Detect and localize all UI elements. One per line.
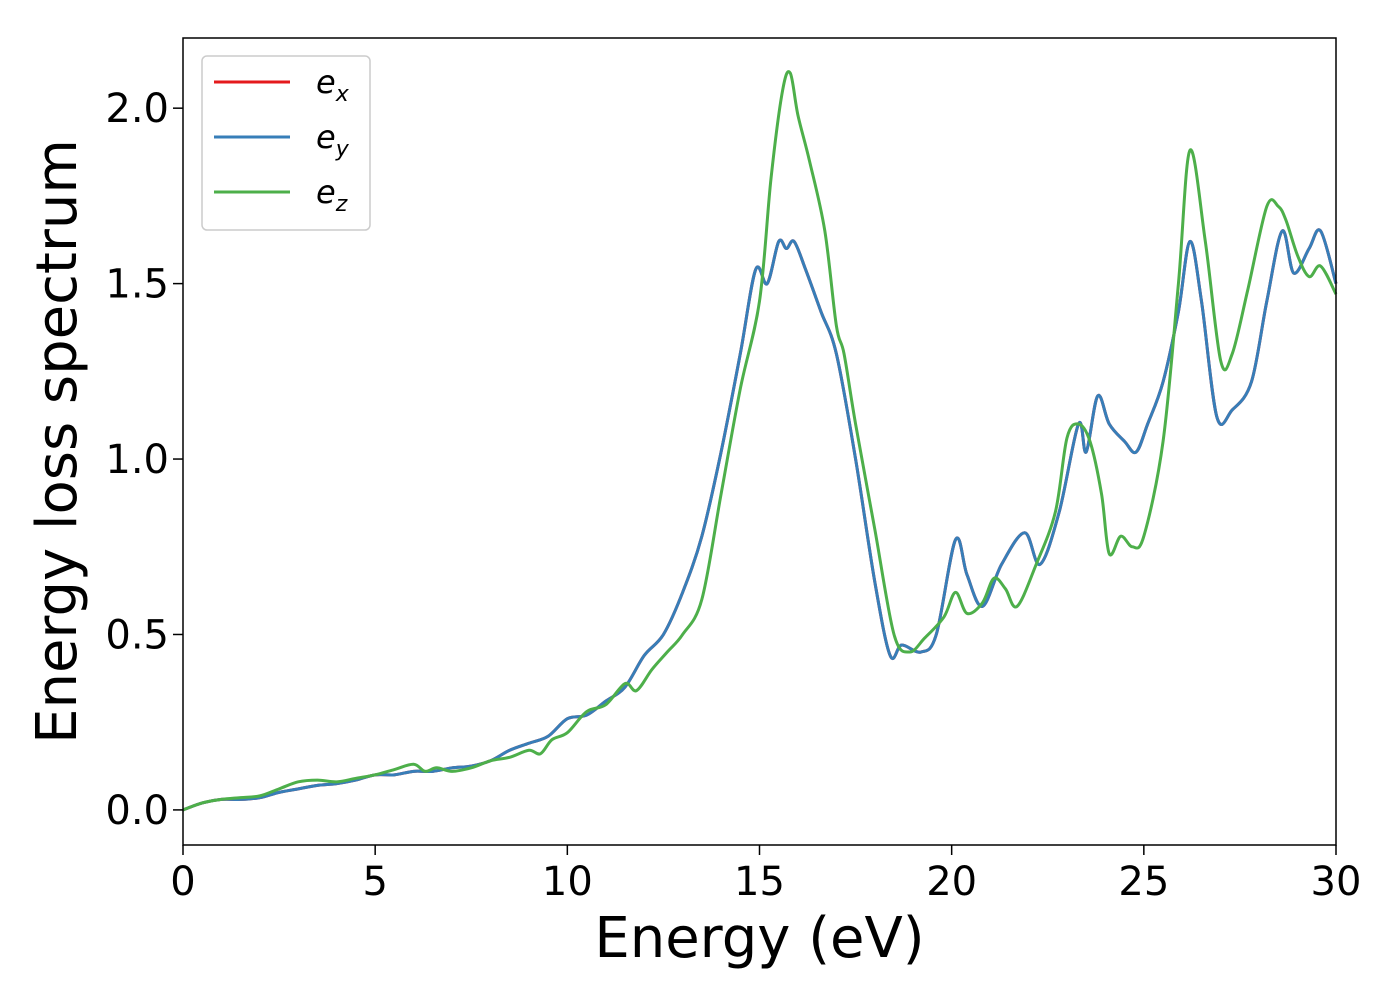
- y-tick-label: 0.0: [105, 788, 169, 834]
- y-axis-title: Energy loss spectrum: [25, 139, 90, 744]
- x-tick-label: 30: [1311, 859, 1362, 905]
- x-tick-label: 25: [1118, 859, 1169, 905]
- legend-label-x: ex: [316, 63, 350, 107]
- legend-subscript-x: x: [335, 82, 350, 107]
- y-tick-label: 0.5: [105, 612, 169, 658]
- x-tick-label: 20: [926, 859, 977, 905]
- y-axis-ticks: 0.0 0.5 1.0 1.5 2.0: [105, 86, 183, 834]
- legend-subscript-y: y: [335, 137, 350, 162]
- legend-frame: [201, 55, 371, 231]
- legend-subscript-z: z: [335, 192, 348, 217]
- x-tick-label: 10: [542, 859, 593, 905]
- x-tick-label: 0: [170, 859, 195, 905]
- series-line-z: [182, 70, 1338, 812]
- series-line-y: [182, 228, 1338, 812]
- x-axis-title: Energy (eV): [594, 906, 924, 971]
- y-tick-label: 1.0: [105, 437, 169, 483]
- y-tick-label: 2.0: [105, 86, 169, 132]
- y-tick-label: 1.5: [105, 262, 169, 308]
- x-tick-label: 15: [734, 859, 785, 905]
- x-tick-label: 5: [362, 859, 387, 905]
- series-line-x: [182, 228, 1338, 812]
- x-axis-ticks: 0 5 10 15 20 25 30: [170, 845, 1361, 905]
- series-layer: [182, 70, 1338, 812]
- legend-label-y: ey: [316, 118, 350, 162]
